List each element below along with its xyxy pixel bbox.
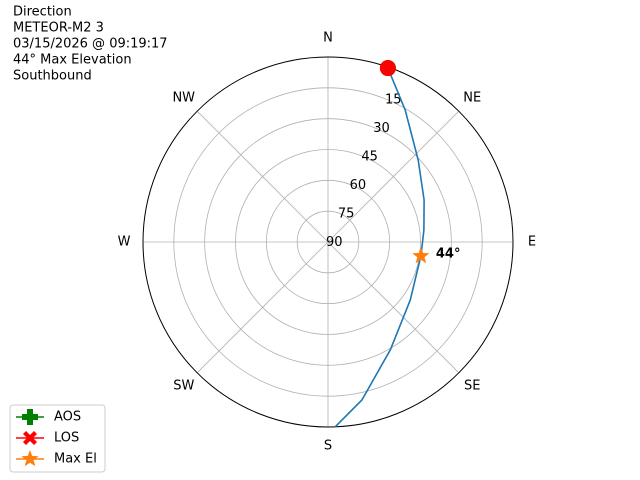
legend-symbol (21, 450, 39, 467)
theta-tick-label: S (324, 439, 332, 454)
marker-star (412, 247, 430, 264)
track-line (334, 67, 425, 428)
outer-circle (142, 56, 514, 428)
theta-tick-label: NE (463, 90, 481, 105)
title-line: Southbound (13, 69, 92, 84)
r-grid-ring (296, 210, 360, 274)
r-tick-label: 75 (338, 206, 355, 221)
title-line: 44° Max Elevation (13, 53, 132, 68)
theta-tick-label: N (323, 31, 333, 46)
legend-box (9, 404, 106, 473)
legend-label: AOS (54, 410, 81, 425)
max-el-label: 44° (436, 247, 461, 262)
theta-tick-label: E (528, 235, 536, 250)
r-grid-ring (173, 87, 483, 397)
legend: AOS LOS Max El (9, 404, 106, 473)
r-grid-ring (204, 118, 452, 366)
r-grid-ring (265, 179, 391, 305)
r-grid-ring (235, 149, 421, 335)
title-line: Direction (13, 5, 72, 20)
r-tick-label: 15 (385, 93, 402, 108)
legend-label: Max El (54, 452, 97, 467)
theta-tick-label: SE (464, 379, 480, 394)
r-tick-label: 30 (373, 121, 390, 136)
title-line: 03/15/2026 @ 09:19:17 (13, 37, 168, 52)
title-line: METEOR-M2 3 (13, 21, 104, 36)
legend-symbol (23, 431, 37, 445)
r-tick-label: 60 (350, 178, 367, 193)
theta-tick-label: W (118, 235, 131, 250)
legend-label: LOS (54, 431, 79, 446)
legend-symbol (22, 409, 38, 425)
r-tick-label: 45 (361, 149, 378, 164)
theta-tick-label: SW (173, 379, 194, 394)
theta-tick-label: NW (172, 90, 195, 105)
marker-point (379, 60, 396, 77)
r-tick-label: 90 (326, 235, 343, 250)
